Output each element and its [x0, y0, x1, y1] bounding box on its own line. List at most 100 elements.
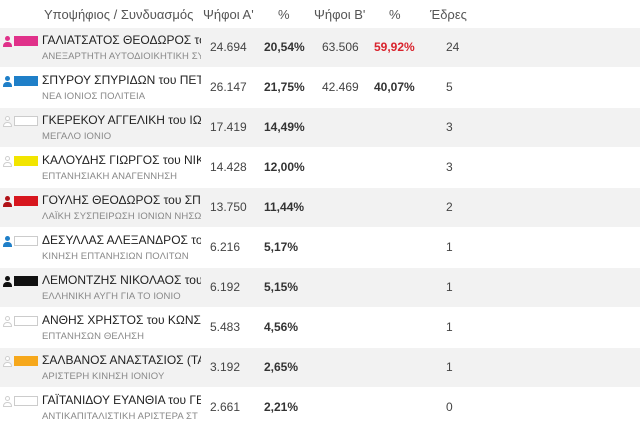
pct-a-value: 20,54% — [264, 40, 305, 54]
candidate-cell[interactable]: ΓΑΛΙΑΤΣΑΤΟΣ ΘΕΟΔΩΡΟΣ του ΑΝΕΞΑΡΤΗΤΗ ΑΥΤΟ… — [0, 28, 201, 67]
header-votes-b[interactable]: Ψήφοι Β' — [314, 7, 366, 22]
candidate-cell[interactable]: ΓΟΥΛΗΣ ΘΕΟΔΩΡΟΣ του ΣΠΥΡ ΛΑΪΚΗ ΣΥΣΠΕΙΡΩΣ… — [0, 188, 201, 227]
person-icon — [3, 76, 12, 87]
candidate-cell[interactable]: ΑΝΘΗΣ ΧΡΗΣΤΟΣ του ΚΩΝΣΤ ΕΠΤΑΝΗΣΩΝ ΘΕΛΗΣΗ — [0, 308, 201, 347]
party-color-swatch — [14, 276, 38, 286]
table-row[interactable]: ΛΕΜΟΝΤΖΗΣ ΝΙΚΟΛΑΟΣ του ΕΛΛΗΝΙΚΗ ΑΥΓΗ ΓΙΑ… — [0, 268, 640, 307]
party-color-swatch — [14, 116, 38, 126]
pct-a-value: 12,00% — [264, 160, 305, 174]
votes-a-value: 6.216 — [210, 240, 241, 254]
pct-a-value: 5,17% — [264, 240, 299, 254]
person-icon — [3, 276, 12, 287]
table-row[interactable]: ΓΟΥΛΗΣ ΘΕΟΔΩΡΟΣ του ΣΠΥΡ ΛΑΪΚΗ ΣΥΣΠΕΙΡΩΣ… — [0, 188, 640, 227]
table-row[interactable]: ΑΝΘΗΣ ΧΡΗΣΤΟΣ του ΚΩΝΣΤ ΕΠΤΑΝΗΣΩΝ ΘΕΛΗΣΗ… — [0, 308, 640, 347]
table-row[interactable]: ΓΑΛΙΑΤΣΑΤΟΣ ΘΕΟΔΩΡΟΣ του ΑΝΕΞΑΡΤΗΤΗ ΑΥΤΟ… — [0, 28, 640, 67]
candidate-name[interactable]: ΑΝΘΗΣ ΧΡΗΣΤΟΣ του ΚΩΝΣΤ — [42, 313, 201, 327]
candidate-cell[interactable]: ΛΕΜΟΝΤΖΗΣ ΝΙΚΟΛΑΟΣ του ΕΛΛΗΝΙΚΗ ΑΥΓΗ ΓΙΑ… — [0, 268, 201, 307]
seats-value: 3 — [446, 160, 453, 174]
seats-value: 1 — [446, 320, 453, 334]
votes-a-value: 5.483 — [210, 320, 241, 334]
votes-a-value: 2.661 — [210, 400, 241, 414]
candidate-cell[interactable]: ΣΠΥΡΟΥ ΣΠΥΡΙΔΩΝ του ΠΕΤΡ ΝΕΑ ΙΟΝΙΟΣ ΠΟΛΙ… — [0, 68, 201, 107]
party-name: ΑΡΙΣΤΕΡΗ ΚΙΝΗΣΗ ΙΟΝΙΟΥ — [42, 371, 165, 382]
candidate-cell[interactable]: ΓΑΪΤΑΝΙΔΟΥ ΕΥΑΝΘΙΑ του ΓΕ ΑΝΤΙΚΑΠΙΤΑΛΙΣΤ… — [0, 388, 201, 427]
header-pct-b[interactable]: % — [389, 7, 401, 22]
table-header: Υποψήφιος / Συνδυασμός Ψήφοι Α' % Ψήφοι … — [0, 0, 640, 28]
person-outline-icon — [3, 116, 12, 127]
pct-a-value: 2,21% — [264, 400, 299, 414]
party-color-swatch — [14, 76, 38, 86]
party-name: ΛΑΪΚΗ ΣΥΣΠΕΙΡΩΣΗ ΙΟΝΙΩΝ ΝΗΣΩ — [42, 211, 201, 222]
header-pct-a[interactable]: % — [278, 7, 290, 22]
header-votes-a[interactable]: Ψήφοι Α' — [203, 7, 254, 22]
table-row[interactable]: ΓΑΪΤΑΝΙΔΟΥ ΕΥΑΝΘΙΑ του ΓΕ ΑΝΤΙΚΑΠΙΤΑΛΙΣΤ… — [0, 388, 640, 427]
party-color-swatch — [14, 236, 38, 246]
candidate-cell[interactable]: ΣΑΛΒΑΝΟΣ ΑΝΑΣΤΑΣΙΟΣ (ΤΑ ΑΡΙΣΤΕΡΗ ΚΙΝΗΣΗ … — [0, 348, 201, 387]
party-name: ΑΝΕΞΑΡΤΗΤΗ ΑΥΤΟΔΙΟΙΚΗΤΙΚΗ ΣΥ — [42, 51, 201, 62]
seats-value: 2 — [446, 200, 453, 214]
seats-value: 3 — [446, 120, 453, 134]
seats-value: 0 — [446, 400, 453, 414]
person-icon — [3, 36, 12, 47]
pct-a-value: 4,56% — [264, 320, 299, 334]
seats-value: 5 — [446, 80, 453, 94]
results-table: ΓΑΛΙΑΤΣΑΤΟΣ ΘΕΟΔΩΡΟΣ του ΑΝΕΞΑΡΤΗΤΗ ΑΥΤΟ… — [0, 28, 640, 428]
party-name: ΜΕΓΑΛΟ ΙΟΝΙΟ — [42, 131, 112, 142]
candidate-name[interactable]: ΣΑΛΒΑΝΟΣ ΑΝΑΣΤΑΣΙΟΣ (ΤΑ — [42, 353, 201, 367]
table-row[interactable]: ΔΕΣΥΛΛΑΣ ΑΛΕΞΑΝΔΡΟΣ του ΚΙΝΗΣΗ ΕΠΤΑΝΗΣΙΩ… — [0, 228, 640, 267]
party-color-swatch — [14, 156, 38, 166]
party-name: ΕΠΤΑΝΗΣΩΝ ΘΕΛΗΣΗ — [42, 331, 145, 342]
votes-a-value: 14.428 — [210, 160, 247, 174]
votes-a-value: 3.192 — [210, 360, 241, 374]
seats-value: 24 — [446, 40, 460, 54]
table-row[interactable]: ΣΠΥΡΟΥ ΣΠΥΡΙΔΩΝ του ΠΕΤΡ ΝΕΑ ΙΟΝΙΟΣ ΠΟΛΙ… — [0, 68, 640, 107]
pct-a-value: 11,44% — [264, 200, 305, 214]
party-color-swatch — [14, 396, 38, 406]
pct-a-value: 2,65% — [264, 360, 299, 374]
votes-a-value: 13.750 — [210, 200, 247, 214]
candidate-cell[interactable]: ΚΑΛΟΥΔΗΣ ΓΙΩΡΓΟΣ του ΝΙΚ ΕΠΤΑΝΗΣΙΑΚΗ ΑΝΑ… — [0, 148, 201, 187]
votes-b-value: 42.469 — [322, 80, 359, 94]
pct-a-value: 5,15% — [264, 280, 299, 294]
table-row[interactable]: ΓΚΕΡΕΚΟΥ ΑΓΓΕΛΙΚΗ του ΙΩΑ ΜΕΓΑΛΟ ΙΟΝΙΟ 1… — [0, 108, 640, 147]
candidate-name[interactable]: ΣΠΥΡΟΥ ΣΠΥΡΙΔΩΝ του ΠΕΤΡ — [42, 73, 201, 87]
party-name: ΑΝΤΙΚΑΠΙΤΑΛΙΣΤΙΚΗ ΑΡΙΣΤΕΡΑ ΣΤ — [42, 411, 198, 422]
votes-a-value: 24.694 — [210, 40, 247, 54]
candidate-name[interactable]: ΚΑΛΟΥΔΗΣ ΓΙΩΡΓΟΣ του ΝΙΚ — [42, 153, 201, 167]
candidate-name[interactable]: ΓΑΪΤΑΝΙΔΟΥ ΕΥΑΝΘΙΑ του ΓΕ — [42, 393, 201, 407]
table-row[interactable]: ΚΑΛΟΥΔΗΣ ΓΙΩΡΓΟΣ του ΝΙΚ ΕΠΤΑΝΗΣΙΑΚΗ ΑΝΑ… — [0, 148, 640, 187]
candidate-name[interactable]: ΓΟΥΛΗΣ ΘΕΟΔΩΡΟΣ του ΣΠΥΡ — [42, 193, 201, 207]
seats-value: 1 — [446, 280, 453, 294]
candidate-cell[interactable]: ΔΕΣΥΛΛΑΣ ΑΛΕΞΑΝΔΡΟΣ του ΚΙΝΗΣΗ ΕΠΤΑΝΗΣΙΩ… — [0, 228, 201, 267]
votes-a-value: 26.147 — [210, 80, 247, 94]
person-outline-icon — [3, 316, 12, 327]
person-icon — [3, 236, 12, 247]
party-name: ΕΛΛΗΝΙΚΗ ΑΥΓΗ ΓΙΑ ΤΟ ΙΟΝΙΟ — [42, 291, 181, 302]
party-color-swatch — [14, 316, 38, 326]
party-name: ΚΙΝΗΣΗ ΕΠΤΑΝΗΣΙΩΝ ΠΟΛΙΤΩΝ — [42, 251, 189, 262]
candidate-name[interactable]: ΛΕΜΟΝΤΖΗΣ ΝΙΚΟΛΑΟΣ του — [42, 273, 201, 287]
person-outline-icon — [3, 396, 12, 407]
votes-b-value: 63.506 — [322, 40, 359, 54]
votes-a-value: 17.419 — [210, 120, 247, 134]
pct-a-value: 14,49% — [264, 120, 305, 134]
candidate-name[interactable]: ΔΕΣΥΛΛΑΣ ΑΛΕΞΑΝΔΡΟΣ του — [42, 233, 201, 247]
pct-a-value: 21,75% — [264, 80, 305, 94]
party-color-swatch — [14, 36, 38, 46]
seats-value: 1 — [446, 360, 453, 374]
person-outline-icon — [3, 356, 12, 367]
header-candidate[interactable]: Υποψήφιος / Συνδυασμός — [44, 7, 194, 22]
votes-a-value: 6.192 — [210, 280, 241, 294]
pct-b-value: 59,92% — [374, 40, 415, 54]
candidate-name[interactable]: ΓΚΕΡΕΚΟΥ ΑΓΓΕΛΙΚΗ του ΙΩΑ — [42, 113, 201, 127]
header-seats[interactable]: Έδρες — [430, 7, 467, 22]
seats-value: 1 — [446, 240, 453, 254]
person-icon — [3, 196, 12, 207]
candidate-cell[interactable]: ΓΚΕΡΕΚΟΥ ΑΓΓΕΛΙΚΗ του ΙΩΑ ΜΕΓΑΛΟ ΙΟΝΙΟ — [0, 108, 201, 147]
party-color-swatch — [14, 356, 38, 366]
table-row[interactable]: ΣΑΛΒΑΝΟΣ ΑΝΑΣΤΑΣΙΟΣ (ΤΑ ΑΡΙΣΤΕΡΗ ΚΙΝΗΣΗ … — [0, 348, 640, 387]
person-outline-icon — [3, 156, 12, 167]
candidate-name[interactable]: ΓΑΛΙΑΤΣΑΤΟΣ ΘΕΟΔΩΡΟΣ του — [42, 33, 201, 47]
party-name: ΝΕΑ ΙΟΝΙΟΣ ΠΟΛΙΤΕΙΑ — [42, 91, 146, 102]
party-name: ΕΠΤΑΝΗΣΙΑΚΗ ΑΝΑΓΕΝΝΗΣΗ — [42, 171, 178, 182]
